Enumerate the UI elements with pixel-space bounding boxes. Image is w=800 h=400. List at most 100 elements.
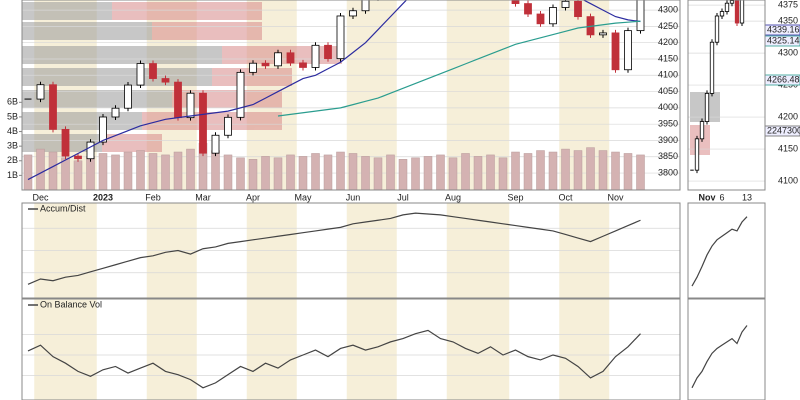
volume-bar bbox=[436, 154, 445, 190]
candle bbox=[524, 3, 532, 15]
candle bbox=[236, 71, 245, 118]
month-band bbox=[559, 299, 610, 400]
volume-bar bbox=[323, 154, 333, 190]
x-tick-label: Apr bbox=[246, 192, 260, 202]
x-tick-label: Oct bbox=[558, 192, 573, 202]
candle bbox=[111, 107, 120, 118]
volume-bar bbox=[261, 156, 270, 190]
x-tick-label: Nov bbox=[607, 192, 624, 202]
candle bbox=[324, 44, 332, 60]
price-plot bbox=[22, 0, 680, 190]
y2-tick-label: 4B bbox=[7, 126, 18, 136]
moving-average bbox=[277, 20, 641, 117]
mini-obv-frame bbox=[687, 298, 766, 400]
volume-bar bbox=[248, 159, 258, 190]
indicator-line bbox=[27, 329, 641, 389]
y-tick-label: 4150 bbox=[658, 53, 678, 63]
volume-bar bbox=[586, 147, 595, 190]
y2-tick-label: 2B bbox=[7, 155, 18, 165]
volume-bar bbox=[573, 150, 583, 190]
candle bbox=[636, 0, 645, 32]
price-frame bbox=[21, 0, 681, 191]
volume-bar bbox=[336, 151, 345, 190]
volume-bar bbox=[123, 151, 133, 190]
x-tick-label: May bbox=[294, 192, 312, 202]
volume-bar bbox=[636, 154, 645, 190]
value-tag-label: 4266.48 bbox=[767, 74, 800, 84]
indicator-line bbox=[27, 212, 641, 285]
y-tick-label: 3950 bbox=[658, 119, 678, 129]
plot-layer: Dec 2023 Feb Mar Apr May Jun Jul Aug Sep Oct Nov 380… bbox=[7, 0, 800, 389]
candle bbox=[734, 0, 740, 24]
candle bbox=[549, 7, 557, 25]
volume-bar bbox=[223, 154, 233, 190]
month-band bbox=[246, 299, 297, 400]
candle bbox=[511, 0, 520, 4]
volume-bar bbox=[348, 153, 358, 190]
volume-bar bbox=[36, 148, 45, 190]
indicator-line bbox=[691, 216, 748, 287]
volume-bar bbox=[311, 153, 320, 190]
volume-bar bbox=[448, 157, 458, 190]
x-tick-label: Aug bbox=[445, 192, 461, 202]
volume-bar bbox=[423, 156, 433, 190]
candle bbox=[719, 11, 725, 17]
volume-bar bbox=[598, 150, 608, 190]
x-tick-label: Feb bbox=[145, 192, 161, 202]
y-tick-label: 4375 bbox=[778, 0, 798, 9]
y-tick-label: 4100 bbox=[658, 70, 678, 80]
candle bbox=[261, 62, 270, 67]
candle bbox=[694, 138, 700, 171]
candle bbox=[709, 41, 715, 94]
candle bbox=[274, 52, 282, 67]
volume-bar bbox=[48, 151, 58, 190]
volume-bar bbox=[286, 154, 295, 190]
candle bbox=[611, 32, 620, 71]
moving-average bbox=[27, 0, 641, 181]
candle bbox=[704, 93, 710, 122]
indicator-line bbox=[691, 325, 748, 389]
candle bbox=[361, 0, 370, 12]
volume-bar bbox=[486, 154, 495, 190]
volume-bar bbox=[173, 151, 183, 190]
mini-accum-frame bbox=[687, 202, 766, 299]
candle bbox=[536, 13, 545, 25]
volume-bar bbox=[498, 157, 508, 190]
x-tick-label: 6 bbox=[719, 192, 724, 202]
month-band bbox=[446, 299, 510, 400]
candle bbox=[199, 92, 207, 154]
x-tick-label: Jul bbox=[397, 192, 409, 202]
volume-bar bbox=[186, 148, 195, 190]
y-tick-label: 4350 bbox=[778, 15, 798, 25]
y-tick-label: 4200 bbox=[658, 37, 678, 47]
volume-bar bbox=[623, 153, 633, 190]
y-tick-label: 3900 bbox=[658, 135, 678, 145]
candle bbox=[729, 0, 735, 4]
volume-bar bbox=[111, 154, 120, 190]
volume-bar bbox=[561, 148, 570, 190]
candle bbox=[699, 121, 705, 140]
volume-bar bbox=[361, 156, 370, 190]
x-tick-label: Sep bbox=[507, 192, 523, 202]
volume-bar bbox=[523, 153, 533, 190]
candle bbox=[599, 32, 607, 36]
volume-bar bbox=[536, 150, 545, 190]
value-tag-label: 4325.14 bbox=[767, 35, 800, 45]
volume-bar bbox=[98, 153, 108, 190]
y-tick-label: 4250 bbox=[658, 21, 678, 31]
y2-tick-label: 1B bbox=[7, 170, 18, 180]
candle bbox=[224, 116, 232, 136]
x-tick-label: Nov bbox=[698, 192, 715, 202]
y-tick-label: 4050 bbox=[658, 86, 678, 96]
y2-tick-label: 5B bbox=[7, 111, 18, 121]
x-tick-label: 13 bbox=[742, 192, 752, 202]
volume-bar bbox=[548, 151, 558, 190]
y2-tick-label: 6B bbox=[7, 97, 18, 107]
accum-frame bbox=[21, 202, 681, 299]
y-tick-label: 4100 bbox=[778, 175, 798, 185]
candle bbox=[136, 63, 145, 86]
volume-bar bbox=[273, 157, 283, 190]
candle bbox=[186, 92, 195, 119]
volume-bar bbox=[148, 153, 158, 190]
